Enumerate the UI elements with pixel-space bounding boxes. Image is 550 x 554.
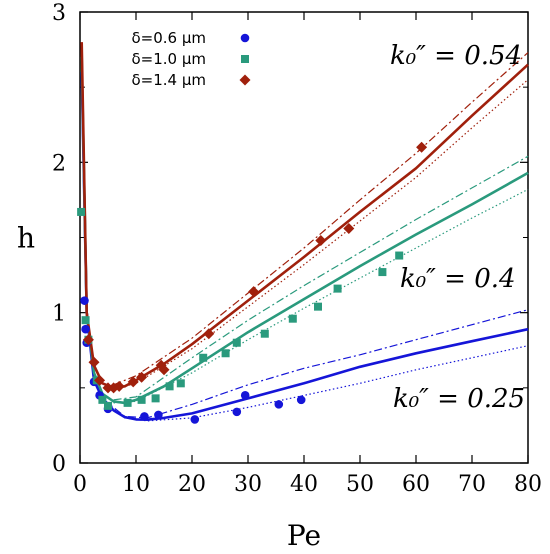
data-point bbox=[395, 251, 404, 260]
data-point bbox=[113, 380, 125, 392]
legend-marker bbox=[241, 55, 249, 63]
y-tick-label: 0 bbox=[52, 452, 66, 477]
data-point bbox=[158, 364, 170, 376]
x-axis-label: Pe bbox=[287, 519, 321, 552]
data-point bbox=[80, 296, 89, 305]
data-point bbox=[343, 222, 355, 234]
solid-curve bbox=[80, 42, 529, 390]
data-point bbox=[77, 207, 86, 216]
data-point bbox=[165, 382, 174, 391]
data-point bbox=[98, 395, 107, 404]
data-point bbox=[203, 328, 215, 340]
y-axis-label: h bbox=[17, 222, 35, 255]
curve-labels: k₀″ = 0.54 k₀″ = 0.4 k₀″ = 0.25 bbox=[390, 41, 525, 414]
legend-label: δ=0.6 μm bbox=[131, 29, 206, 47]
data-point bbox=[81, 324, 90, 334]
curve-k-label: k₀″ = 0.4 bbox=[400, 264, 516, 294]
x-tick-label: 70 bbox=[458, 472, 486, 497]
data-point bbox=[81, 316, 90, 325]
data-point bbox=[123, 398, 132, 407]
data-point bbox=[232, 338, 241, 347]
dotted-curve bbox=[113, 79, 529, 390]
legend-marker bbox=[239, 74, 251, 86]
data-point bbox=[151, 394, 160, 403]
data-point bbox=[140, 412, 149, 421]
data-point bbox=[248, 286, 260, 298]
data-point bbox=[127, 376, 139, 388]
data-point bbox=[314, 302, 322, 311]
dotted-curve bbox=[113, 188, 529, 404]
solid-curve bbox=[80, 72, 529, 421]
x-tick-label: 20 bbox=[178, 472, 206, 497]
dashdot-curve bbox=[113, 155, 529, 401]
data-point bbox=[94, 374, 106, 386]
data-point bbox=[232, 407, 242, 417]
data-point bbox=[240, 391, 250, 400]
data-point bbox=[82, 334, 94, 346]
curve-k-label: k₀″ = 0.54 bbox=[390, 41, 522, 71]
solid-curve bbox=[80, 57, 529, 405]
data-point bbox=[288, 314, 297, 323]
points-layer bbox=[77, 141, 428, 424]
curve-k-label: k₀″ = 0.25 bbox=[393, 384, 525, 414]
data-point bbox=[221, 349, 230, 358]
data-point bbox=[274, 400, 284, 409]
x-tick-label: 50 bbox=[346, 472, 374, 497]
data-point bbox=[296, 395, 306, 405]
curves-layer bbox=[80, 42, 529, 422]
data-point bbox=[176, 379, 185, 388]
data-point bbox=[102, 382, 114, 394]
dashdot-curve bbox=[102, 309, 529, 419]
data-point bbox=[199, 353, 208, 362]
x-tick-label: 60 bbox=[402, 472, 430, 497]
y-tick-label: 3 bbox=[52, 1, 66, 26]
data-point bbox=[378, 268, 387, 277]
data-point bbox=[190, 415, 200, 424]
data-point bbox=[137, 395, 146, 404]
data-point bbox=[315, 235, 327, 247]
axis-ticks: 0 10 20 30 40 50 60 70 80 0 1 2 3 bbox=[52, 1, 542, 497]
legend-marker bbox=[240, 33, 250, 43]
data-point bbox=[260, 329, 269, 338]
x-tick-label: 30 bbox=[234, 472, 262, 497]
data-point bbox=[136, 371, 148, 383]
x-tick-label: 0 bbox=[73, 472, 87, 497]
dashdot-curve bbox=[113, 52, 529, 386]
data-point bbox=[88, 356, 100, 368]
x-tick-label: 80 bbox=[514, 472, 542, 497]
data-point bbox=[333, 284, 342, 293]
data-point bbox=[416, 141, 428, 153]
legend: δ=0.6 μm δ=1.0 μm δ=1.4 μm bbox=[131, 29, 251, 89]
legend-label: δ=1.0 μm bbox=[131, 50, 206, 68]
data-point bbox=[104, 401, 112, 410]
data-point bbox=[154, 410, 163, 420]
x-tick-label: 40 bbox=[290, 472, 318, 497]
y-tick-label: 1 bbox=[52, 302, 66, 327]
y-tick-label: 2 bbox=[52, 151, 66, 176]
legend-label: δ=1.4 μm bbox=[131, 71, 206, 89]
x-tick-label: 10 bbox=[122, 472, 150, 497]
